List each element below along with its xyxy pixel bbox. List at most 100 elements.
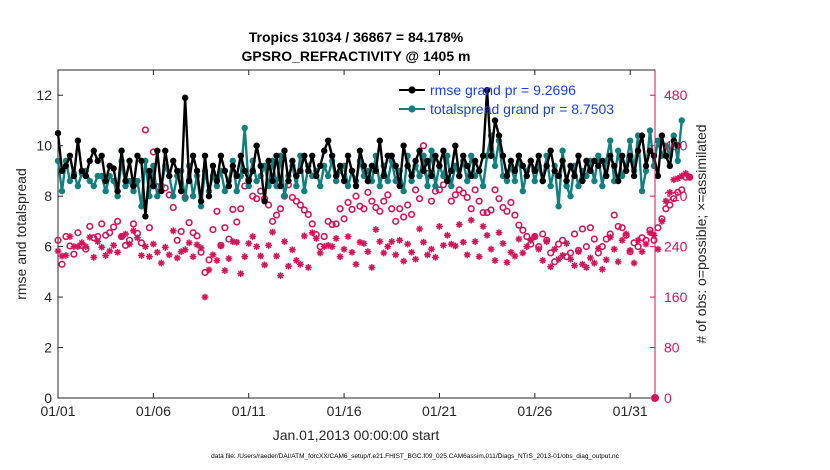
obs-possible-point <box>515 221 523 229</box>
rmse-point <box>519 162 527 170</box>
obs-assimilated-point <box>241 253 249 261</box>
rmse-point <box>273 152 280 159</box>
rmse-point <box>464 162 471 170</box>
rmse-point <box>591 157 598 165</box>
obs-assimilated-point <box>213 257 221 264</box>
obs-possible-point <box>98 220 106 228</box>
totalspread-point <box>464 177 471 185</box>
obs-assimilated-point <box>451 242 459 250</box>
totalspread-point <box>531 177 538 185</box>
totalspread-point <box>599 182 606 190</box>
obs-possible-point <box>551 258 559 266</box>
obs-assimilated-point <box>368 264 376 271</box>
obs-assimilated-point <box>626 247 634 254</box>
right-y-tick-label: 0 <box>664 390 672 406</box>
totalspread-point <box>229 157 237 165</box>
obs-assimilated-point <box>404 240 412 248</box>
totalspread-point <box>344 182 352 190</box>
rmse-point <box>658 132 666 139</box>
rmse-point <box>257 162 264 170</box>
rmse-point <box>567 162 574 170</box>
totalspread-point <box>376 182 384 190</box>
totalspread-point <box>563 182 570 190</box>
rmse-point <box>456 172 463 180</box>
totalspread-point <box>595 152 602 159</box>
rmse-point <box>388 152 395 159</box>
obs-assimilated-point <box>618 236 626 244</box>
obs-assimilated-point <box>678 172 686 180</box>
right-y-tick-label: 320 <box>664 188 688 204</box>
rmse-point <box>70 172 78 180</box>
totalspread-point <box>618 172 626 180</box>
totalspread-point <box>301 187 308 195</box>
obs-assimilated-point <box>654 245 662 253</box>
obs-assimilated-point <box>436 223 443 230</box>
rmse-point <box>404 162 411 170</box>
rmse-point <box>551 167 558 175</box>
rmse-point <box>495 132 503 139</box>
obs-possible-point <box>268 217 277 225</box>
obs-possible-point <box>678 186 686 194</box>
obs-possible-point <box>519 226 527 234</box>
totalspread-point <box>253 177 260 185</box>
rmse-point <box>277 182 284 190</box>
rmse-point <box>630 172 638 180</box>
rmse-point <box>205 192 213 200</box>
obs-assimilated-point <box>261 261 268 269</box>
obs-possible-point <box>113 217 122 225</box>
obs-assimilated-point <box>308 229 316 237</box>
obs-possible-point <box>475 197 483 205</box>
rmse-point <box>54 129 62 137</box>
obs-assimilated-point <box>364 248 372 256</box>
rmse-point <box>460 152 467 159</box>
rmse-point <box>535 152 542 159</box>
obs-assimilated-point <box>217 242 225 250</box>
obs-assimilated-point <box>281 238 288 245</box>
obs-possible-point <box>205 256 213 264</box>
obs-possible-point <box>304 210 312 219</box>
obs-assimilated-point <box>94 238 102 245</box>
rmse-point <box>126 157 133 165</box>
obs-assimilated-point <box>138 252 145 259</box>
rmse-point <box>670 137 678 144</box>
rmse-point <box>134 152 141 159</box>
rmse-point <box>225 182 233 190</box>
obs-assimilated-point <box>392 251 400 259</box>
totalspread-point <box>678 117 685 124</box>
obs-possible-point <box>332 220 340 228</box>
obs-assimilated-point <box>296 260 304 268</box>
totalspread-point <box>511 177 519 185</box>
legend-entry-rmse: rmse grand pr = 9.2696 <box>430 82 576 98</box>
obs-assimilated-point <box>523 243 531 251</box>
obs-assimilated-point <box>583 264 590 271</box>
rmse-point <box>118 147 125 154</box>
obs-possible-point <box>201 268 209 277</box>
x-tick-label: 01/31 <box>613 403 648 419</box>
rmse-point <box>523 172 531 180</box>
rmse-point <box>344 152 352 159</box>
rmse-point <box>154 147 161 154</box>
totalspread-point <box>213 182 221 190</box>
rmse-point <box>503 172 511 180</box>
obs-possible-point <box>253 195 261 203</box>
rmse-point <box>352 182 360 190</box>
rmse-point <box>646 147 654 154</box>
totalspread-point <box>614 147 622 154</box>
rmse-point <box>515 152 523 159</box>
obs-assimilated-point <box>567 255 574 263</box>
obs-possible-point <box>292 197 300 205</box>
obs-assimilated-point <box>503 258 511 266</box>
obs-possible-point <box>614 222 622 231</box>
rmse-point <box>336 162 344 170</box>
obs-assimilated-point <box>332 235 340 242</box>
obs-possible-point <box>221 224 229 232</box>
obs-assimilated-point <box>145 253 153 261</box>
rmse-point <box>487 152 495 159</box>
legend: rmse grand pr = 9.2696 totalspread grand… <box>399 82 614 117</box>
totalspread-point <box>626 137 634 144</box>
obs-possible-point <box>523 232 531 241</box>
rmse-point <box>122 177 129 185</box>
obs-possible-point <box>364 188 372 196</box>
obs-possible-point <box>225 235 233 243</box>
obs-possible-point <box>328 220 336 229</box>
